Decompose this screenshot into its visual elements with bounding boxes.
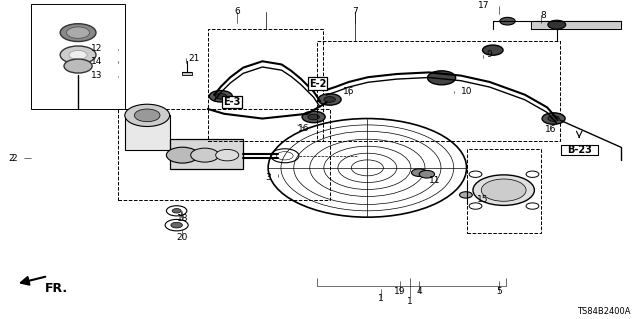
Circle shape (215, 93, 227, 99)
Text: 8: 8 (541, 11, 547, 20)
Circle shape (469, 203, 482, 209)
Text: 5: 5 (497, 287, 502, 296)
Polygon shape (531, 21, 621, 29)
Text: 1: 1 (378, 294, 383, 303)
Text: 11: 11 (429, 176, 440, 185)
Circle shape (481, 179, 526, 201)
Circle shape (60, 46, 96, 64)
Text: 2: 2 (12, 154, 17, 163)
Circle shape (542, 113, 565, 124)
Text: 7: 7 (353, 7, 358, 17)
Circle shape (483, 45, 503, 55)
Text: 9: 9 (486, 50, 492, 59)
Circle shape (526, 203, 539, 209)
Circle shape (60, 24, 96, 41)
Circle shape (302, 111, 325, 123)
Circle shape (172, 209, 181, 213)
Circle shape (67, 27, 90, 38)
Text: 10: 10 (461, 87, 472, 96)
Circle shape (548, 20, 566, 29)
Circle shape (69, 50, 87, 59)
Text: 14: 14 (91, 57, 102, 66)
Circle shape (324, 97, 335, 102)
Circle shape (469, 171, 482, 177)
Bar (31, 4, 125, 109)
Circle shape (209, 91, 232, 102)
Bar (170, 139, 243, 169)
Text: 20: 20 (177, 234, 188, 242)
Bar (208, 29, 323, 141)
Circle shape (460, 192, 472, 198)
Text: 6: 6 (234, 7, 239, 17)
Bar (467, 149, 541, 233)
Circle shape (548, 116, 559, 122)
Text: 13: 13 (91, 71, 102, 80)
Text: 16: 16 (228, 97, 239, 106)
Circle shape (500, 17, 515, 25)
Circle shape (125, 104, 170, 127)
Circle shape (216, 149, 239, 161)
Circle shape (171, 222, 182, 228)
Circle shape (308, 114, 319, 120)
Text: 1: 1 (407, 297, 412, 306)
Text: 16: 16 (298, 123, 310, 133)
Circle shape (64, 59, 92, 73)
Text: 16: 16 (545, 125, 556, 134)
Text: FR.: FR. (45, 282, 68, 295)
Circle shape (419, 170, 435, 178)
Bar (317, 41, 560, 141)
Text: 4: 4 (417, 287, 422, 296)
Text: B-23: B-23 (567, 145, 591, 155)
Circle shape (134, 109, 160, 122)
Text: 19: 19 (394, 287, 406, 296)
Circle shape (191, 148, 219, 162)
Circle shape (428, 71, 456, 85)
Text: E-2: E-2 (308, 78, 326, 89)
Circle shape (318, 94, 341, 105)
Text: 3: 3 (266, 173, 271, 182)
Bar (561, 145, 598, 155)
Text: TS84B2400A: TS84B2400A (577, 307, 630, 315)
Circle shape (473, 175, 534, 205)
Bar (118, 109, 330, 200)
Circle shape (412, 169, 427, 176)
Text: E-3: E-3 (223, 97, 241, 107)
Text: 17: 17 (478, 1, 490, 10)
Circle shape (526, 171, 539, 177)
Bar (125, 115, 170, 150)
Text: 18: 18 (177, 214, 188, 223)
Bar (182, 72, 192, 75)
Text: 21: 21 (189, 54, 200, 63)
Text: 2: 2 (8, 154, 14, 163)
Text: 15: 15 (477, 195, 488, 204)
Circle shape (166, 147, 198, 163)
Text: 12: 12 (91, 44, 102, 53)
Text: 16: 16 (343, 87, 355, 96)
